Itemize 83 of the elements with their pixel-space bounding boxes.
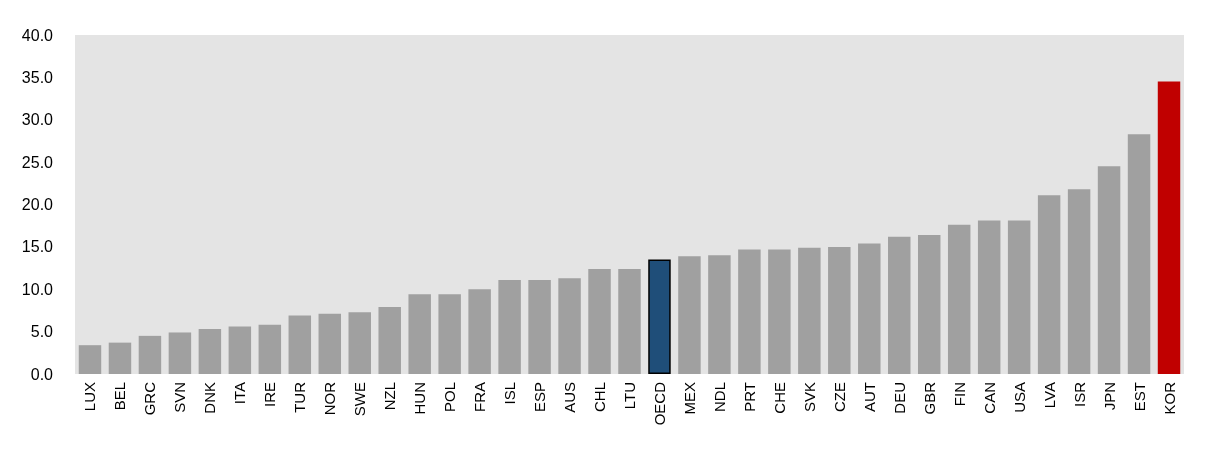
- bar: [798, 247, 821, 374]
- bar: [228, 326, 252, 374]
- x-tick-label: GRC: [141, 381, 159, 416]
- x-tick-label: LVA: [1040, 382, 1058, 409]
- bar: [1127, 134, 1151, 374]
- bar: [708, 255, 731, 374]
- bar: [768, 249, 791, 374]
- bar: [198, 329, 222, 374]
- x-tick-label: KOR: [1160, 381, 1178, 415]
- bar: [947, 224, 971, 374]
- bar: [378, 307, 401, 374]
- x-tick-label: CHE: [770, 382, 788, 414]
- bar: [828, 246, 851, 374]
- x-tick-label: ISL: [501, 382, 519, 405]
- x-tick-label: CAN: [980, 382, 998, 414]
- bar: [558, 278, 581, 374]
- x-tick-label: LTU: [621, 382, 638, 410]
- x-tick-label: AUT: [860, 382, 878, 412]
- x-tick-label: DNK: [201, 382, 219, 414]
- x-tick-label: POL: [441, 382, 459, 413]
- bar: [738, 249, 761, 374]
- x-tick-label: AUS: [561, 382, 579, 413]
- bar: [1007, 220, 1031, 374]
- x-tick-label: CHL: [591, 382, 609, 413]
- x-tick-label: HUN: [411, 382, 429, 415]
- bar: [858, 243, 881, 374]
- x-tick-label: IRE: [261, 382, 279, 408]
- x-tick-label: JPN: [1100, 382, 1118, 411]
- x-tick-label: DEU: [890, 382, 908, 414]
- bar: [917, 235, 941, 374]
- x-tick-label: ISR: [1070, 381, 1088, 408]
- bar: [138, 335, 162, 374]
- y-tick-label: 10.0: [21, 280, 54, 298]
- bar: [408, 294, 431, 374]
- bar: [318, 313, 342, 374]
- y-tick-label: 0.0: [30, 365, 54, 383]
- bar: [1067, 189, 1091, 374]
- x-tick-label: ESP: [531, 382, 549, 413]
- bar: [1157, 81, 1181, 374]
- bar: [168, 332, 192, 374]
- x-tick-label: NOR: [321, 381, 339, 416]
- bar: [108, 342, 132, 374]
- x-tick-label: SVK: [800, 382, 818, 413]
- x-tick-label: NDL: [710, 382, 728, 413]
- bar: [618, 268, 641, 374]
- bar: [1037, 195, 1061, 374]
- bar: [438, 294, 461, 374]
- bar: [528, 279, 551, 374]
- x-tick-label: GBR: [920, 381, 938, 415]
- bar: [678, 256, 701, 374]
- x-tick-label: EST: [1130, 382, 1148, 412]
- y-tick-label: 5.0: [30, 323, 54, 341]
- x-tick-label: FIN: [950, 382, 968, 407]
- bar: [648, 259, 671, 374]
- y-tick-label: 30.0: [21, 111, 54, 129]
- bar: [1097, 166, 1121, 374]
- x-tick-label: TUR: [291, 381, 309, 413]
- y-tick-label: 20.0: [21, 196, 54, 213]
- bar: [78, 345, 102, 374]
- bar: [498, 279, 521, 374]
- y-tick-label: 40.0: [21, 26, 54, 44]
- bar: [348, 312, 371, 374]
- x-tick-label: OECD: [650, 381, 668, 426]
- x-tick-label: ITA: [231, 382, 249, 405]
- bar: [468, 289, 491, 374]
- x-tick-label: FRA: [471, 382, 489, 412]
- bar: [977, 220, 1001, 374]
- x-tick-label: SWE: [351, 382, 369, 417]
- x-tick-label: USA: [1010, 382, 1028, 413]
- x-tick-label: BEL: [111, 382, 129, 411]
- bar: [888, 236, 911, 374]
- x-tick-label: PRT: [740, 382, 758, 412]
- y-tick-label: 35.0: [21, 68, 54, 86]
- x-tick-label: MEX: [680, 382, 698, 415]
- x-tick-label: NZL: [381, 382, 399, 411]
- bar: [288, 315, 312, 374]
- x-tick-label: CZE: [830, 382, 848, 412]
- x-tick-label: LUX: [81, 382, 99, 412]
- bar: [258, 324, 282, 374]
- bar: [588, 268, 611, 374]
- y-tick-label: 15.0: [21, 238, 54, 256]
- x-tick-label: SVN: [171, 382, 189, 413]
- y-tick-label: 25.0: [21, 153, 54, 171]
